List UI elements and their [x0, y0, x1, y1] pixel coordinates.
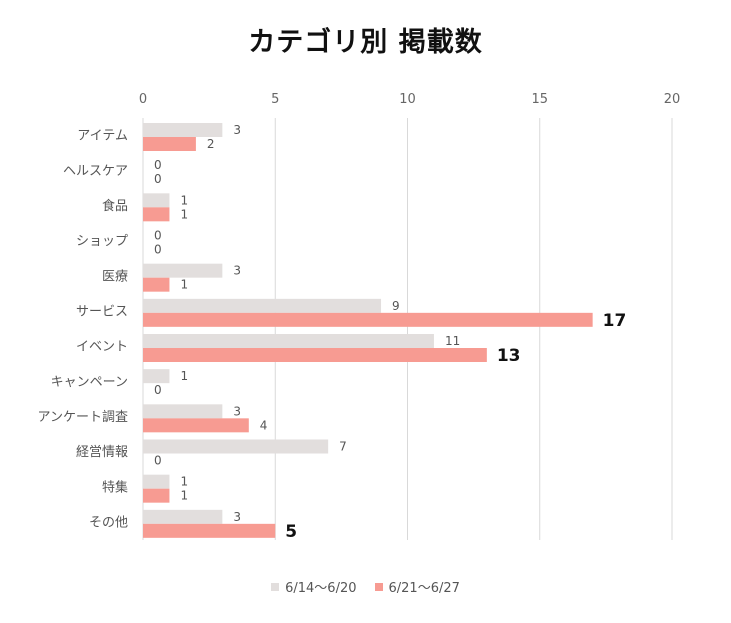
- category-label: 食品: [102, 198, 128, 214]
- bar-series1: [143, 369, 170, 384]
- bar-series1: [143, 404, 223, 419]
- legend: 6/14～6/20 6/21～6/27: [0, 577, 731, 596]
- bar-series2: [143, 277, 170, 292]
- bar-series2: [143, 523, 276, 538]
- legend-swatch-series2: [374, 582, 383, 591]
- category-label: その他: [89, 515, 128, 530]
- legend-item-series1: 6/14～6/20: [271, 577, 357, 596]
- bar-series2: [143, 312, 593, 327]
- category-label: キャンペーン: [51, 375, 128, 390]
- bar-series1: [143, 193, 170, 208]
- chart-title: カテゴリ別 掲載数: [248, 27, 483, 58]
- category-label: ヘルスケア: [63, 164, 128, 179]
- x-tick-label: 10: [399, 92, 416, 107]
- data-label: 0: [154, 229, 162, 243]
- bar-series2: [143, 488, 170, 503]
- data-label: 7: [339, 440, 347, 454]
- data-label: 1: [180, 207, 188, 221]
- bar-series1: [143, 334, 434, 348]
- category-label: 医療: [102, 269, 128, 284]
- bar-series1: [143, 263, 223, 278]
- data-label: 0: [154, 172, 162, 186]
- data-label: 1: [180, 278, 188, 292]
- legend-item-series2: 6/21～6/27: [374, 577, 460, 596]
- data-label: 3: [233, 404, 241, 418]
- bar-series1: [143, 439, 329, 454]
- x-tick-label: 0: [139, 92, 147, 107]
- data-label: 1: [180, 369, 188, 383]
- data-label: 17: [603, 311, 627, 331]
- data-label: 11: [445, 334, 460, 348]
- category-label: アイテム: [77, 129, 128, 144]
- legend-label-series2: 6/21～6/27: [388, 581, 460, 596]
- category-label: イベント: [76, 340, 128, 355]
- category-label: 特集: [102, 479, 128, 495]
- data-label: 3: [233, 510, 241, 524]
- bar-series2: [143, 418, 249, 433]
- data-label: 0: [154, 243, 162, 257]
- bar-series2: [143, 137, 196, 151]
- data-label: 0: [154, 158, 162, 172]
- x-tick-label: 5: [271, 92, 279, 107]
- data-label: 1: [180, 475, 188, 489]
- data-label: 1: [180, 193, 188, 207]
- data-label: 1: [180, 489, 188, 503]
- data-label: 13: [497, 346, 521, 366]
- category-label: サービス: [76, 304, 128, 319]
- data-label: 3: [233, 264, 241, 278]
- data-label: 0: [154, 383, 162, 397]
- data-label: 0: [154, 454, 162, 468]
- bar-series2: [143, 207, 170, 222]
- data-label: 2: [207, 137, 215, 151]
- category-label: 経営情報: [76, 445, 128, 460]
- bar-series1: [143, 474, 170, 489]
- legend-swatch-series1: [271, 582, 280, 591]
- category-label: ショップ: [76, 234, 128, 249]
- bar-series2: [143, 348, 487, 362]
- bar-series1: [143, 298, 382, 313]
- data-label: 5: [285, 522, 297, 542]
- category-label: アンケート調査: [38, 410, 128, 425]
- data-label: 9: [392, 299, 400, 313]
- legend-label-series1: 6/14～6/20: [285, 581, 357, 596]
- data-label: 4: [260, 418, 268, 432]
- data-label: 3: [233, 123, 241, 137]
- x-tick-label: 15: [531, 92, 548, 107]
- bar-series1: [143, 509, 223, 524]
- x-tick-label: 20: [664, 92, 681, 107]
- bar-series1: [143, 123, 223, 137]
